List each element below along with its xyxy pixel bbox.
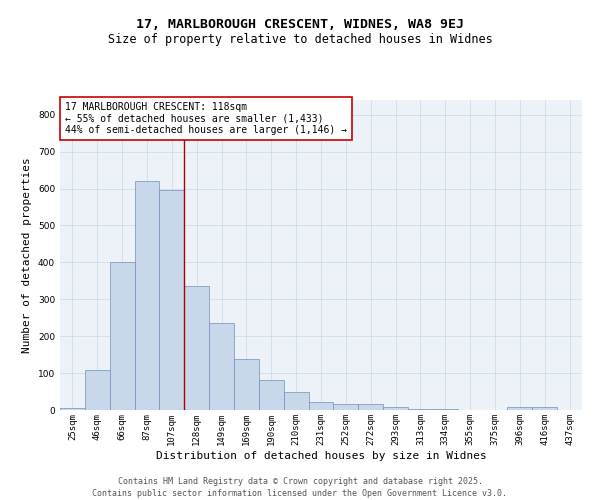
Bar [334,404,358,410]
Bar [234,359,259,410]
Y-axis label: Number of detached properties: Number of detached properties [22,157,32,353]
Bar [284,392,308,410]
Bar [408,409,433,410]
Text: 17 MARLBOROUGH CRESCENT: 118sqm
← 55% of detached houses are smaller (1,433)
44%: 17 MARLBOROUGH CRESCENT: 118sqm ← 55% of… [65,102,347,134]
X-axis label: Distribution of detached houses by size in Widnes: Distribution of detached houses by size … [155,450,487,460]
Bar [110,262,134,410]
Bar [383,407,408,410]
Bar [184,286,209,410]
Text: Size of property relative to detached houses in Widnes: Size of property relative to detached ho… [107,32,493,46]
Bar [259,380,284,410]
Text: 17, MARLBOROUGH CRESCENT, WIDNES, WA8 9EJ: 17, MARLBOROUGH CRESCENT, WIDNES, WA8 9E… [136,18,464,30]
Bar [532,407,557,410]
Text: Contains HM Land Registry data © Crown copyright and database right 2025.
Contai: Contains HM Land Registry data © Crown c… [92,476,508,498]
Bar [134,181,160,410]
Bar [60,408,85,410]
Bar [160,190,184,410]
Bar [508,408,532,410]
Bar [308,402,334,410]
Bar [209,324,234,410]
Bar [85,370,110,410]
Bar [358,404,383,410]
